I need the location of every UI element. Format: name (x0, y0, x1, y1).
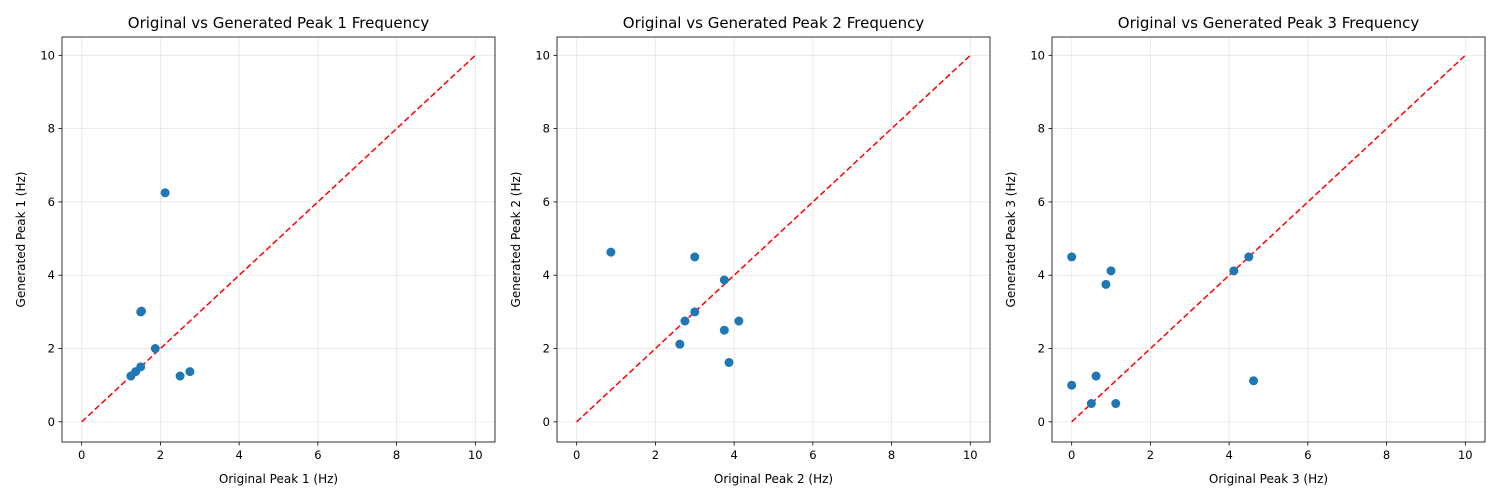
y-tick-label: 10 (535, 48, 550, 62)
data-point (1106, 266, 1116, 276)
x-axis-label: Original Peak 3 (Hz) (1209, 472, 1328, 486)
y-tick-label: 6 (1038, 195, 1045, 209)
y-axis-label: Generated Peak 2 (Hz) (509, 172, 523, 308)
x-tick-label: 6 (314, 448, 321, 462)
subplot-peak-1: 0 2 4 6 8 10 0 2 4 6 8 10 Original vs Generated Pea… (14, 14, 496, 486)
subplot-peak-2: 0 2 4 6 8 10 0 2 4 6 8 10 Original vs Generated Pea… (509, 14, 991, 486)
y-tick-label: 4 (48, 268, 55, 282)
x-tick-label: 8 (393, 448, 400, 462)
x-tick-label: 6 (1304, 448, 1311, 462)
y-tick-label: 8 (48, 122, 55, 136)
y-tick-label: 6 (543, 195, 550, 209)
plot-area: 0 2 4 6 8 10 0 2 4 6 8 10 (535, 36, 991, 462)
y-tick-label: 8 (543, 122, 550, 136)
plot-area: 0 2 4 6 8 10 0 2 4 6 8 10 (40, 36, 496, 462)
data-point (690, 307, 700, 317)
subplot-peak-3: 0 2 4 6 8 10 0 2 4 6 8 10 Original vs Generated Pea… (1004, 14, 1486, 486)
y-tick-label: 2 (1038, 342, 1045, 356)
x-tick-label: 8 (1383, 448, 1390, 462)
y-tick-label: 0 (1038, 415, 1045, 429)
y-tick-label: 10 (40, 48, 55, 62)
x-tick-label: 2 (652, 448, 659, 462)
x-tick-label: 10 (1458, 448, 1473, 462)
x-axis-label: Original Peak 1 (Hz) (219, 472, 338, 486)
y-tick-label: 6 (48, 195, 55, 209)
data-point (126, 371, 136, 381)
data-point (1067, 252, 1077, 262)
data-point (185, 367, 195, 377)
data-point (724, 357, 734, 367)
y-tick-label: 4 (543, 268, 550, 282)
x-axis-label: Original Peak 2 (Hz) (714, 472, 833, 486)
plot-area: 0 2 4 6 8 10 0 2 4 6 8 10 (1030, 36, 1486, 462)
chart-title: Original vs Generated Peak 2 Frequency (623, 14, 925, 32)
data-point (734, 316, 744, 326)
x-tick-label: 4 (730, 448, 737, 462)
data-point (1067, 380, 1077, 390)
data-point (719, 275, 729, 285)
x-tick-label: 2 (157, 448, 164, 462)
axes-frame (61, 36, 496, 443)
data-point (1249, 376, 1259, 386)
data-point (690, 252, 700, 262)
y-tick-label: 0 (48, 415, 55, 429)
x-tick-label: 0 (573, 448, 580, 462)
x-tick-label: 4 (235, 448, 242, 462)
x-tick-label: 6 (809, 448, 816, 462)
axes-frame (1051, 36, 1486, 443)
x-tick-label: 10 (963, 448, 978, 462)
data-point (1091, 371, 1101, 381)
x-tick-label: 4 (1225, 448, 1232, 462)
data-point (1086, 399, 1096, 409)
data-point (137, 306, 147, 316)
chart-title: Original vs Generated Peak 1 Frequency (128, 14, 430, 32)
x-tick-label: 8 (888, 448, 895, 462)
y-axis-label: Generated Peak 1 (Hz) (14, 172, 28, 308)
data-point (1244, 252, 1254, 262)
y-tick-label: 4 (1038, 268, 1045, 282)
chart-title: Original vs Generated Peak 3 Frequency (1118, 14, 1420, 32)
data-point (1111, 399, 1121, 409)
axes-frame (556, 36, 991, 443)
data-point (150, 344, 160, 354)
data-point (606, 247, 616, 257)
data-point (680, 316, 690, 326)
y-axis-label: Generated Peak 3 (Hz) (1004, 172, 1018, 308)
x-tick-label: 2 (1147, 448, 1154, 462)
x-tick-label: 0 (78, 448, 85, 462)
y-tick-label: 8 (1038, 122, 1045, 136)
data-point (675, 339, 685, 349)
y-tick-label: 2 (48, 342, 55, 356)
data-point (175, 371, 185, 381)
data-point (719, 325, 729, 335)
data-point (1229, 266, 1239, 276)
data-point (160, 188, 170, 198)
y-tick-label: 10 (1030, 48, 1045, 62)
x-tick-label: 0 (1068, 448, 1075, 462)
x-tick-label: 10 (468, 448, 483, 462)
y-tick-label: 0 (543, 415, 550, 429)
data-point (1101, 279, 1111, 289)
y-tick-label: 2 (543, 342, 550, 356)
